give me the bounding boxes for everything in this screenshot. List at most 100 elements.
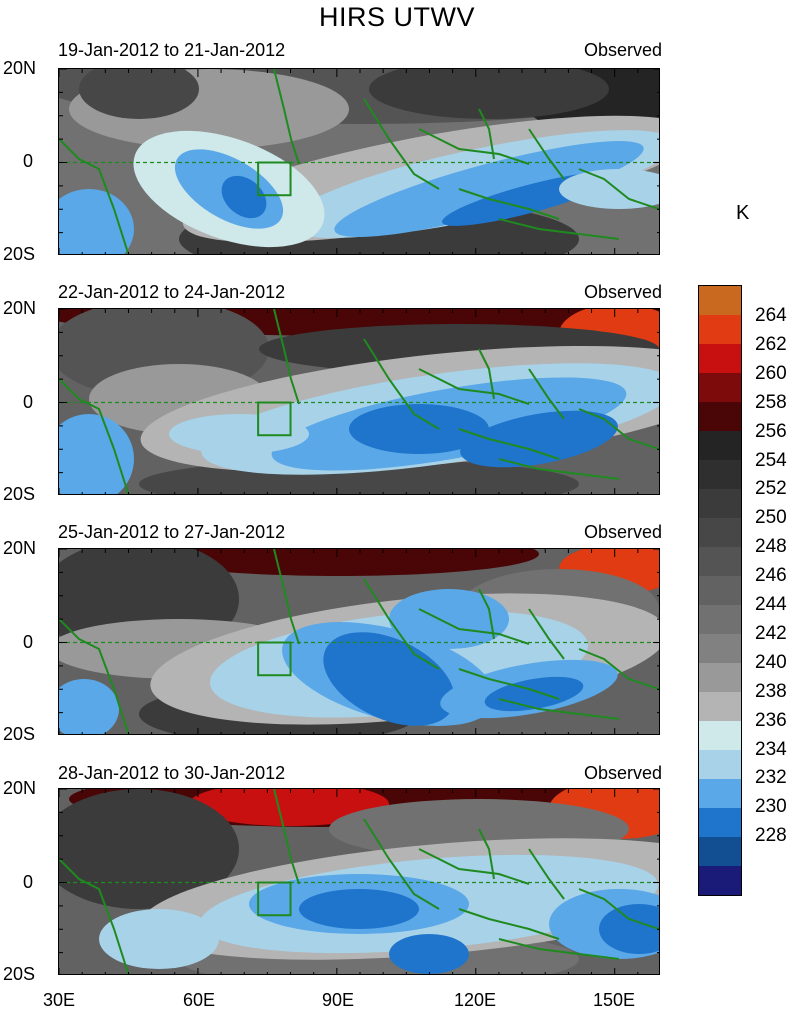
- colorbar-swatch: [699, 605, 741, 634]
- coastline: [578, 648, 659, 690]
- panel-1-ylabel-south: 20S: [3, 244, 36, 264]
- coastline: [578, 408, 659, 450]
- colorbar-tick-label: 238: [755, 680, 787, 702]
- field-contour: [169, 414, 309, 454]
- region-box: [257, 881, 292, 917]
- map-panel-4: [58, 788, 660, 975]
- panel-1-date-range: 19-Jan-2012 to 21-Jan-2012: [58, 40, 286, 60]
- coastline-group: [59, 549, 659, 734]
- colorbar-swatch: [699, 779, 741, 808]
- coastline: [478, 108, 495, 160]
- coastline: [478, 828, 495, 880]
- coastline: [478, 588, 495, 640]
- map-canvas: [59, 789, 659, 974]
- map-plot-area: [58, 308, 660, 495]
- colorbar-swatch: [699, 634, 741, 663]
- x-tick-label-30e: 30E: [42, 990, 76, 1010]
- map-plot-area: [58, 68, 660, 255]
- map-plot-area: [58, 788, 660, 975]
- colorbar-tick-label: 244: [755, 594, 787, 615]
- coastline: [498, 458, 620, 480]
- field-contour: [369, 69, 609, 119]
- colorbar-swatch: [699, 489, 741, 518]
- colorbar-swatch: [699, 837, 741, 866]
- field-contour: [323, 632, 455, 726]
- colorbar-tick-label: 240: [755, 651, 787, 673]
- x-tick-label-60e: 60E: [182, 990, 216, 1010]
- coastline: [59, 858, 130, 974]
- colorbar-swatch: [699, 373, 741, 402]
- coastline-group: [59, 789, 659, 974]
- panel-3-ylabel-equator: 0: [23, 632, 34, 652]
- colorbar-tick-label: 248: [755, 536, 787, 558]
- coastline: [478, 348, 495, 400]
- panel-1-ylabel-equator: 0: [23, 151, 34, 171]
- colorbar-tick-label: 228: [755, 825, 787, 847]
- colorbar-swatch: [699, 750, 741, 779]
- map-canvas: [59, 309, 659, 494]
- colorbar-tick-label: 252: [755, 478, 787, 500]
- map-plot-area: [58, 548, 660, 735]
- field-contour: [299, 889, 419, 929]
- field-contour: [599, 904, 659, 954]
- coastline: [528, 128, 565, 180]
- coastline: [363, 578, 440, 670]
- coastline: [363, 818, 440, 910]
- panel-4-ylabel-north: 20N: [3, 778, 37, 798]
- panel-3-ylabel-south: 20S: [3, 724, 36, 744]
- field-contour: [79, 69, 199, 119]
- colorbar-swatch: [699, 866, 741, 895]
- coastline: [528, 848, 565, 900]
- panel-2-tag: Observed: [583, 282, 662, 302]
- colorbar-tick-label: 254: [755, 449, 787, 471]
- colorbar-tick-label: 264: [755, 305, 787, 326]
- coastline: [458, 428, 560, 460]
- colorbar-swatch: [699, 721, 741, 750]
- colorbar-swatch: [699, 460, 741, 489]
- coastline: [273, 789, 300, 885]
- colorbar-unit-label: K: [736, 202, 750, 224]
- colorbar-tick-label: 242: [755, 622, 787, 644]
- colorbar-tick-label: 230: [755, 796, 787, 818]
- colorbar-swatch: [699, 518, 741, 547]
- colorbar-swatch: [699, 344, 741, 373]
- region-box: [257, 401, 292, 437]
- coastline: [273, 309, 300, 405]
- colorbar-tick-label: 246: [755, 565, 787, 587]
- map-canvas: [59, 69, 659, 254]
- region-box: [257, 161, 292, 197]
- panel-4-date-range: 28-Jan-2012 to 30-Jan-2012: [58, 763, 286, 783]
- panel-4-ylabel-south: 20S: [3, 964, 36, 984]
- field-contour: [389, 934, 469, 974]
- field-contour: [460, 410, 618, 468]
- colorbar-swatch: [699, 431, 741, 460]
- colorbar-tick-label: 250: [755, 507, 787, 529]
- field-contour: [59, 414, 134, 494]
- region-box: [257, 641, 292, 677]
- coastline: [458, 668, 560, 700]
- field-contour: [334, 141, 644, 237]
- colorbar-tick-label: 234: [755, 738, 787, 760]
- map-panel-3: [58, 548, 660, 735]
- map-panel-2: [58, 308, 660, 495]
- coastline: [363, 338, 440, 430]
- coastline: [418, 608, 530, 645]
- coastline: [59, 378, 130, 494]
- colorbar-tick-label: 258: [755, 391, 787, 413]
- coastline: [528, 608, 565, 660]
- coastline: [59, 138, 130, 254]
- panel-4-ylabel-equator: 0: [23, 872, 34, 892]
- coastline: [418, 128, 530, 165]
- map-panel-1: [58, 68, 660, 255]
- colorbar-swatch: [699, 808, 741, 837]
- panel-3-tag: Observed: [583, 522, 662, 542]
- field-contour: [59, 789, 239, 909]
- colorbar: [698, 285, 742, 896]
- x-tick-label-90e: 90E: [321, 990, 355, 1010]
- coastline: [578, 168, 659, 210]
- field-contour: [221, 175, 267, 219]
- colorbar-swatch: [699, 547, 741, 576]
- coastline-group: [59, 309, 659, 494]
- panel-2-ylabel-equator: 0: [23, 392, 34, 412]
- x-tick-label-150e: 150E: [592, 990, 636, 1010]
